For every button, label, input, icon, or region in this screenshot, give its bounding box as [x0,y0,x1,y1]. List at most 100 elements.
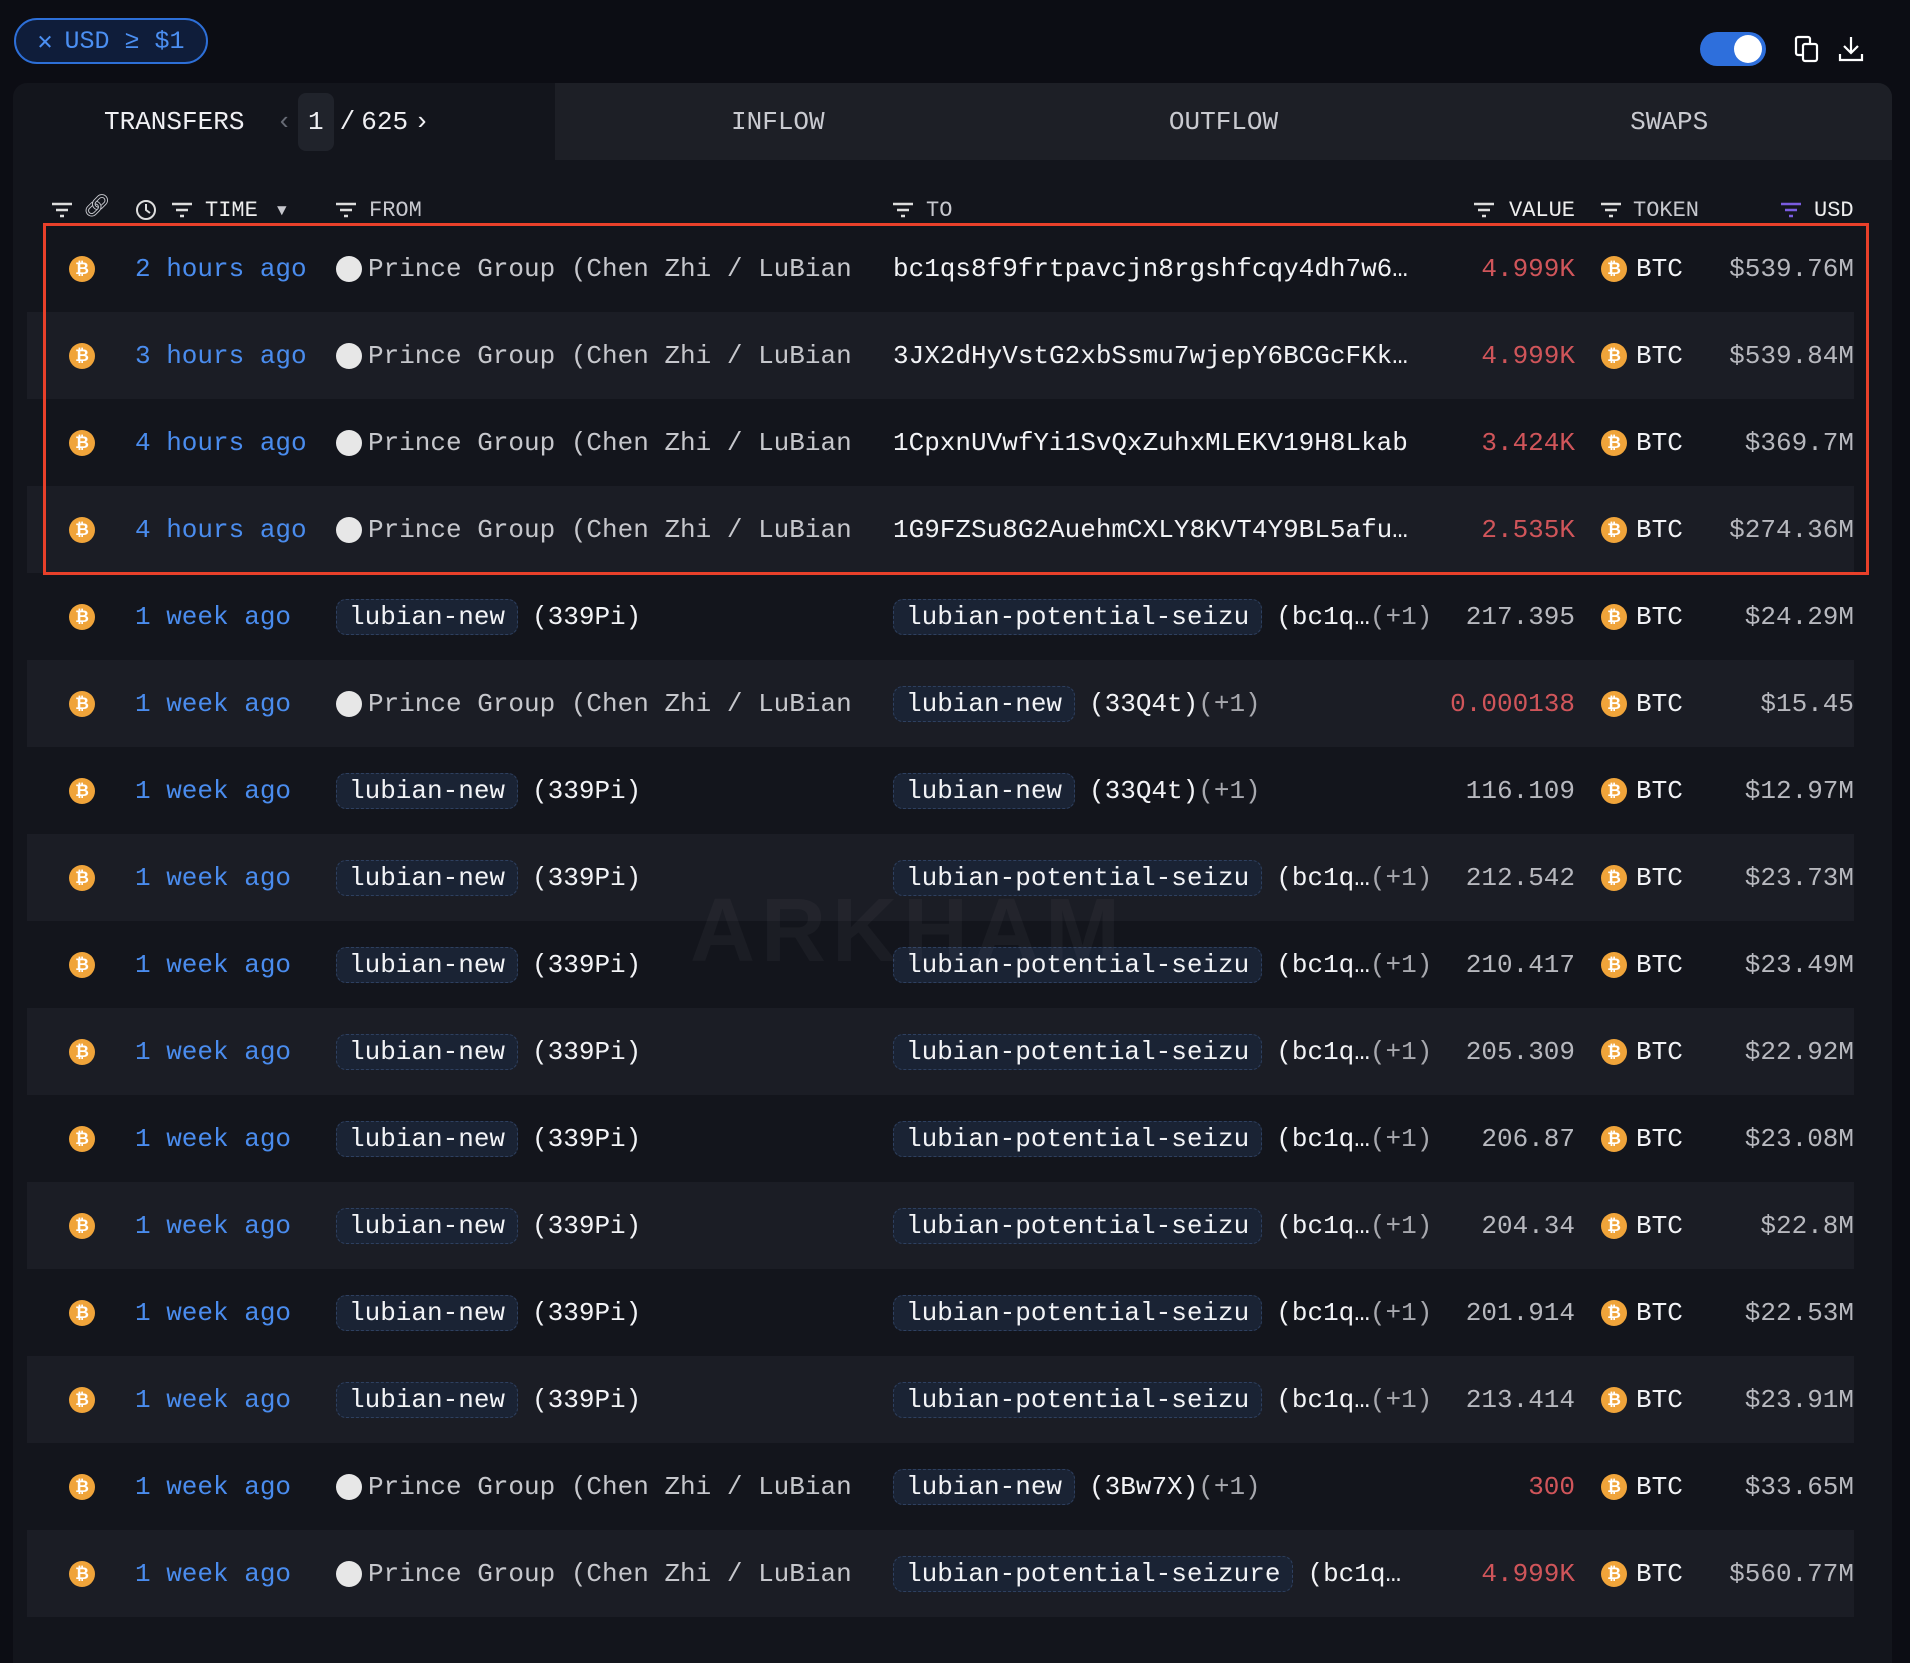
to-address[interactable]: (bc1q… [1276,1036,1370,1067]
to-cell[interactable]: lubian-potential-seizu (bc1q… (+1) [893,946,1432,983]
time-link[interactable]: 1 week ago [135,1210,292,1241]
close-icon[interactable]: ✕ [37,27,53,57]
from-address[interactable]: (339Pi) [532,601,642,632]
to-address[interactable]: (33Q4t) [1089,775,1199,806]
to-more-count[interactable]: (+1) [1369,601,1433,632]
from-address[interactable]: (339Pi) [532,949,642,980]
to-cell[interactable]: 1G9FZSu8G2AuehmCXLY8KVT4Y9BL5afu… [893,515,1408,545]
from-cell[interactable]: Prince Group (Chen Zhi / LuBian [336,341,852,371]
to-tag[interactable]: lubian-potential-seizu [893,598,1263,635]
table-row[interactable]: ₿ 1 week ago Prince Group (Chen Zhi / LuBi… [27,660,1854,747]
token-symbol[interactable]: BTC [1636,1471,1683,1502]
time-link[interactable]: 1 week ago [135,949,292,980]
to-tag[interactable]: lubian-potential-seizu [893,1033,1263,1070]
from-tag[interactable]: lubian-new [336,859,519,896]
token-symbol[interactable]: BTC [1636,1036,1683,1067]
from-address[interactable]: (339Pi) [532,1036,642,1067]
from-cell[interactable]: Prince Group (Chen Zhi / LuBian [336,1559,852,1589]
time-link[interactable]: 2 hours ago [135,253,307,284]
from-cell[interactable]: Prince Group (Chen Zhi / LuBian [336,254,852,284]
time-link[interactable]: 1 week ago [135,1558,292,1589]
to-address[interactable]: (bc1q… [1276,1123,1370,1154]
from-cell[interactable]: Prince Group (Chen Zhi / LuBian [336,689,852,719]
column-from[interactable]: FROM [369,198,422,223]
to-tag[interactable]: lubian-potential-seizu [893,946,1263,983]
to-more-count[interactable]: (+1) [1369,1123,1433,1154]
token-symbol[interactable]: BTC [1636,1210,1683,1241]
link-icon[interactable]: 🔗︎ [83,195,111,220]
tab-outflow[interactable]: OUTFLOW [1000,83,1447,160]
from-address[interactable]: (339Pi) [532,1297,642,1328]
column-token[interactable]: TOKEN [1633,198,1700,223]
from-cell[interactable]: Prince Group (Chen Zhi / LuBian [336,428,852,458]
to-address[interactable]: (bc1q… [1276,949,1370,980]
token-symbol[interactable]: BTC [1636,1297,1683,1328]
to-cell[interactable]: lubian-new (33Q4t) (+1) [893,685,1261,722]
time-link[interactable]: 1 week ago [135,688,292,719]
column-time[interactable]: TIME [205,198,258,223]
to-more-count[interactable]: (+1) [1369,1210,1433,1241]
time-filter-icon[interactable] [171,202,193,218]
from-address[interactable]: (339Pi) [532,1210,642,1241]
from-address[interactable]: (339Pi) [532,775,642,806]
to-cell[interactable]: 3JX2dHyVstG2xbSsmu7wjepY6BCGcFKk… [893,341,1408,371]
copy-icon[interactable] [1792,34,1822,64]
to-cell[interactable]: bc1qs8f9frtpavcjn8rgshfcqy4dh7w6… [893,254,1408,284]
to-tag[interactable]: lubian-new [893,685,1076,722]
to-address[interactable]: bc1qs8f9frtpavcjn8rgshfcqy4dh7w6… [893,253,1408,284]
from-tag[interactable]: lubian-new [336,1033,519,1070]
table-row[interactable]: ₿ 1 week ago lubian-new (339Pi) lubian-poten… [27,1269,1854,1356]
token-symbol[interactable]: BTC [1636,775,1683,806]
time-link[interactable]: 4 hours ago [135,514,307,545]
value-filter-icon[interactable] [1473,202,1495,218]
from-entity[interactable]: Prince Group (Chen Zhi / LuBian [368,1558,852,1589]
token-symbol[interactable]: BTC [1636,862,1683,893]
download-icon[interactable] [1836,34,1866,64]
table-row[interactable]: ₿ 4 hours ago Prince Group (Chen Zhi / LuB… [27,399,1854,486]
to-address[interactable]: (bc1q… [1276,1384,1370,1415]
table-row[interactable]: ₿ 1 week ago lubian-new (339Pi) lubian-poten… [27,1008,1854,1095]
from-cell[interactable]: lubian-new (339Pi) [336,1294,642,1331]
to-address[interactable]: 3JX2dHyVstG2xbSsmu7wjepY6BCGcFKk… [893,340,1408,371]
table-row[interactable]: ₿ 1 week ago Prince Group (Chen Zhi / LuBi… [27,1443,1854,1530]
to-tag[interactable]: lubian-potential-seizure [893,1555,1294,1592]
column-value[interactable]: VALUE [1509,198,1576,223]
to-tag[interactable]: lubian-potential-seizu [893,859,1263,896]
from-tag[interactable]: lubian-new [336,598,519,635]
from-cell[interactable]: lubian-new (339Pi) [336,772,642,809]
time-link[interactable]: 4 hours ago [135,427,307,458]
toggle-switch[interactable] [1700,32,1766,66]
sort-desc-icon[interactable]: ▼ [277,202,287,220]
token-symbol[interactable]: BTC [1636,1123,1683,1154]
from-cell[interactable]: lubian-new (339Pi) [336,598,642,635]
from-tag[interactable]: lubian-new [336,946,519,983]
time-link[interactable]: 1 week ago [135,601,292,632]
time-link[interactable]: 1 week ago [135,1036,292,1067]
from-address[interactable]: (339Pi) [532,1384,642,1415]
usd-filter-icon[interactable] [1780,202,1802,218]
from-address[interactable]: (339Pi) [532,1123,642,1154]
clock-icon[interactable] [135,199,157,221]
to-tag[interactable]: lubian-potential-seizu [893,1381,1263,1418]
from-cell[interactable]: Prince Group (Chen Zhi / LuBian [336,1472,852,1502]
token-symbol[interactable]: BTC [1636,253,1683,284]
time-link[interactable]: 1 week ago [135,775,292,806]
token-filter-icon[interactable] [1600,202,1622,218]
to-cell[interactable]: lubian-new (33Q4t) (+1) [893,772,1261,809]
time-link[interactable]: 1 week ago [135,1297,292,1328]
from-tag[interactable]: lubian-new [336,1381,519,1418]
from-entity[interactable]: Prince Group (Chen Zhi / LuBian [368,514,852,545]
table-row[interactable]: ₿ 4 hours ago Prince Group (Chen Zhi / LuB… [27,486,1854,573]
token-symbol[interactable]: BTC [1636,514,1683,545]
to-tag[interactable]: lubian-potential-seizu [893,1294,1263,1331]
to-cell[interactable]: 1CpxnUVwfYi1SvQxZuhxMLEKV19H8Lkab [893,428,1408,458]
to-more-count[interactable]: (+1) [1198,688,1261,719]
to-tag[interactable]: lubian-new [893,772,1076,809]
from-cell[interactable]: lubian-new (339Pi) [336,946,642,983]
time-link[interactable]: 1 week ago [135,862,292,893]
to-cell[interactable]: lubian-potential-seizu (bc1q… (+1) [893,1381,1433,1418]
to-cell[interactable]: lubian-potential-seizure (bc1q… [893,1555,1401,1592]
to-address[interactable]: (3Bw7X) [1089,1471,1199,1502]
table-row[interactable]: ₿ 3 hours ago Prince Group (Chen Zhi / LuB… [27,312,1854,399]
to-more-count[interactable]: (+1) [1369,1384,1433,1415]
